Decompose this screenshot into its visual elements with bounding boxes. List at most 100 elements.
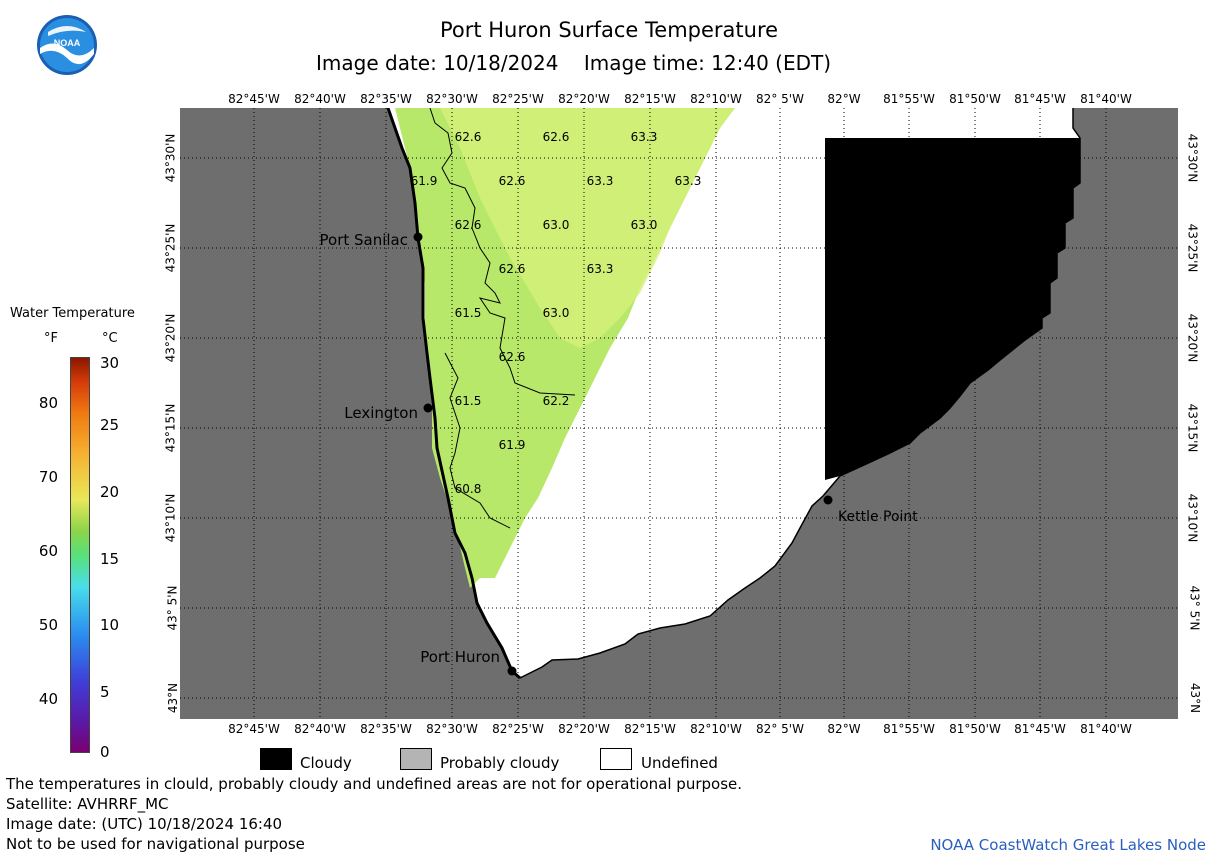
map-title: Port Huron Surface Temperature <box>439 18 779 42</box>
footer-disclaimer: The temperatures in clould, probably clo… <box>6 775 743 793</box>
image-datetime: Image date: 10/18/2024 Image time: 12:40… <box>316 51 831 75</box>
lat-tick-right: 43°25'N <box>1185 223 1200 273</box>
lon-tick-bottom: 82°45'W <box>228 722 280 736</box>
place-dot-port-huron <box>507 666 517 676</box>
legend-label-cloudy: Cloudy <box>300 754 352 772</box>
colorbar-tick-f: 60 <box>38 542 58 560</box>
lat-tick-right: 43°30'N <box>1185 133 1200 183</box>
lon-tick-top: 82°10'W <box>690 92 742 106</box>
lat-tick-left: 43°15'N <box>163 403 178 453</box>
isotherm-line <box>429 108 576 396</box>
temperature-field-warm <box>440 108 735 348</box>
lat-tick-left: 43°30'N <box>163 133 178 183</box>
temp-label: 61.5 <box>455 394 482 408</box>
footer-satellite: Satellite: AVHRRF_MC <box>6 795 169 813</box>
lat-tick-left: 43° 5'N <box>165 585 180 631</box>
temp-label: 61.9 <box>411 174 438 188</box>
colorbar-tick-c: 30 <box>100 354 120 372</box>
lon-tick-bottom: 81°45'W <box>1014 722 1066 736</box>
lat-tick-left: 43°N <box>166 682 181 714</box>
lon-tick-top: 82°15'W <box>624 92 676 106</box>
colorbar-tick-c: 0 <box>100 743 110 761</box>
lon-tick-bottom: 81°50'W <box>949 722 1001 736</box>
temp-label: 63.0 <box>543 306 570 320</box>
temp-label: 62.2 <box>543 394 570 408</box>
colorbar-tick-c: 20 <box>100 483 120 501</box>
lon-tick-top: 81°55'W <box>883 92 935 106</box>
lat-tick-left: 43°25'N <box>163 223 178 273</box>
map-area: Port Sanilac Lexington Port Huron Kettle… <box>180 108 1178 719</box>
temp-label: 61.9 <box>499 438 526 452</box>
cloudy-area <box>825 138 1080 480</box>
west-shoreline <box>386 108 521 680</box>
lon-tick-top: 82°25'W <box>492 92 544 106</box>
legend-swatch-probably-cloudy <box>400 748 432 770</box>
east-shoreline <box>519 108 1081 679</box>
place-dot-kettle-point <box>823 495 833 505</box>
lon-tick-top: 82°35'W <box>360 92 412 106</box>
colorbar-tick-f: 40 <box>38 690 58 708</box>
image-date: Image date: 10/18/2024 <box>316 51 559 75</box>
temp-label: 62.6 <box>499 350 526 364</box>
temperature-labels: 62.6 62.6 63.3 61.9 62.6 63.3 63.3 62.6 … <box>411 130 702 496</box>
lon-tick-bottom: 82° 5'W <box>756 722 804 736</box>
unit-celsius: °C <box>102 331 118 346</box>
colorbar-tick-f: 80 <box>38 394 58 412</box>
lon-tick-bottom: 82°40'W <box>294 722 346 736</box>
lat-tick-left: 43°20'N <box>163 313 178 363</box>
legend-label-undefined: Undefined <box>641 754 718 772</box>
isotherm-line-2 <box>444 352 511 529</box>
colorbar-tick-c: 15 <box>100 550 120 568</box>
colorbar-tick-c: 5 <box>100 683 110 701</box>
lon-tick-bottom: 82°20'W <box>558 722 610 736</box>
lon-tick-top: 82°45'W <box>228 92 280 106</box>
unit-fahrenheit: °F <box>44 331 58 346</box>
temp-label: 62.6 <box>499 262 526 276</box>
lat-tick-right: 43°20'N <box>1185 313 1200 363</box>
colorbar-tick-c: 25 <box>100 416 120 434</box>
footer-image-date: Image date: (UTC) 10/18/2024 16:40 <box>6 815 283 833</box>
lon-tick-top: 82°40'W <box>294 92 346 106</box>
logo-text: NOAA <box>54 38 81 48</box>
colorbar-tick-c: 10 <box>100 616 120 634</box>
lat-tick-right: 43°15'N <box>1185 403 1200 453</box>
lon-tick-top: 82°30'W <box>426 92 478 106</box>
lon-tick-top: 81°45'W <box>1014 92 1066 106</box>
lon-tick-bottom: 82°30'W <box>426 722 478 736</box>
place-dot-port-sanilac <box>413 232 423 242</box>
temp-label: 63.3 <box>675 174 702 188</box>
temp-label: 61.5 <box>455 306 482 320</box>
lon-tick-top: 81°50'W <box>949 92 1001 106</box>
lon-tick-bottom: 82°W <box>827 722 861 736</box>
legend-swatch-cloudy <box>260 748 292 770</box>
lon-tick-bottom: 82°35'W <box>360 722 412 736</box>
colorbar <box>70 357 90 753</box>
lon-tick-bottom: 82°15'W <box>624 722 676 736</box>
lat-tick-left: 43°10'N <box>163 493 178 543</box>
temp-label: 63.3 <box>587 174 614 188</box>
temp-label: 63.3 <box>631 130 658 144</box>
temp-label: 63.0 <box>631 218 658 232</box>
lon-tick-bottom: 81°55'W <box>883 722 935 736</box>
legend-swatch-undefined <box>600 748 632 770</box>
lon-tick-top: 82°20'W <box>558 92 610 106</box>
temp-label: 62.6 <box>543 130 570 144</box>
place-label-lexington: Lexington <box>344 404 418 422</box>
place-label-kettle-point: Kettle Point <box>838 509 918 525</box>
temp-label: 62.6 <box>455 218 482 232</box>
colorbar-title: Water Temperature <box>10 306 135 321</box>
lon-tick-top: 82°W <box>827 92 861 106</box>
place-label-port-sanilac: Port Sanilac <box>320 231 409 249</box>
colorbar-tick-f: 50 <box>38 616 58 634</box>
image-time: Image time: 12:40 (EDT) <box>583 51 832 75</box>
temp-label: 60.8 <box>455 482 482 496</box>
credit-link[interactable]: NOAA CoastWatch Great Lakes Node <box>930 836 1206 854</box>
temp-label: 62.6 <box>499 174 526 188</box>
lon-tick-bottom: 82°25'W <box>492 722 544 736</box>
temp-label: 62.6 <box>455 130 482 144</box>
place-label-port-huron: Port Huron <box>420 648 500 666</box>
noaa-logo-icon: NOAA <box>36 14 98 76</box>
lon-tick-top: 82° 5'W <box>756 92 804 106</box>
lon-tick-bottom: 82°10'W <box>690 722 742 736</box>
lon-tick-top: 81°40'W <box>1080 92 1132 106</box>
